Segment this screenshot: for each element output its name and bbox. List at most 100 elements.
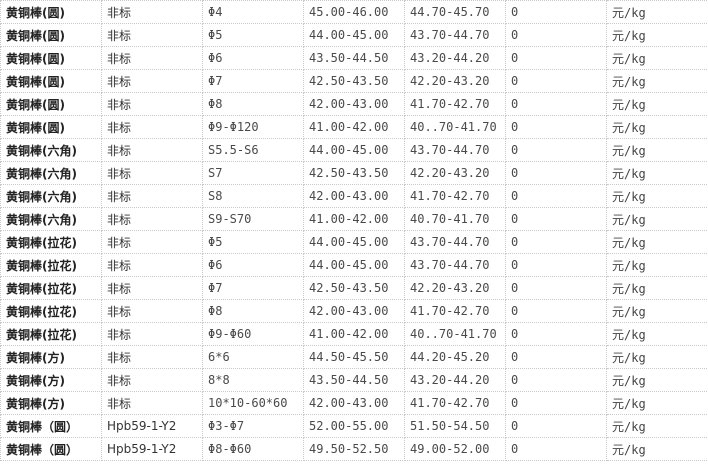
cell-change: 0 — [505, 414, 607, 438]
cell-unit: 元/kg — [606, 414, 708, 438]
cell-spec: 6*6 — [202, 345, 304, 369]
cell-price_range: 42.50-43.50 — [303, 161, 405, 185]
cell-price_range_2: 43.70-44.70 — [404, 253, 506, 277]
cell-price_range: 42.50-43.50 — [303, 69, 405, 93]
cell-change: 0 — [505, 46, 607, 70]
cell-change: 0 — [505, 368, 607, 392]
cell-price_range_2: 40..70-41.70 — [404, 322, 506, 346]
cell-price_range_2: 40..70-41.70 — [404, 115, 506, 139]
cell-product: 黄铜棒(圆) — [0, 69, 102, 93]
table-row: 黄铜棒(拉花) 非标 Φ5 44.00-45.00 43.70-44.70 0 元/kg — [0, 230, 708, 254]
cell-product: 黄铜棒(拉花) — [0, 230, 102, 254]
table-row: 黄铜棒（圆） Hpb59-1-Y2 Φ8-Φ60 49.50-52.50 49.00-5… — [0, 437, 708, 461]
table-row: 黄铜棒(六角) 非标 S5.5-S6 44.00-45.00 43.70-44.70 0 元… — [0, 138, 708, 162]
cell-product: 黄铜棒(方) — [0, 391, 102, 415]
cell-change: 0 — [505, 322, 607, 346]
cell-change: 0 — [505, 437, 607, 461]
cell-spec: Φ6 — [202, 253, 304, 277]
cell-change: 0 — [505, 391, 607, 415]
cell-change: 0 — [505, 138, 607, 162]
cell-price_range: 43.50-44.50 — [303, 368, 405, 392]
cell-product: 黄铜棒(圆) — [0, 23, 102, 47]
cell-change: 0 — [505, 276, 607, 300]
cell-price_range_2: 42.20-43.20 — [404, 69, 506, 93]
cell-product: 黄铜棒(方) — [0, 368, 102, 392]
cell-product: 黄铜棒(圆) — [0, 92, 102, 116]
cell-price_range_2: 44.20-45.20 — [404, 345, 506, 369]
cell-spec: S7 — [202, 161, 304, 185]
cell-product: 黄铜棒(拉花) — [0, 322, 102, 346]
cell-price_range: 44.00-45.00 — [303, 230, 405, 254]
cell-unit: 元/kg — [606, 299, 708, 323]
cell-spec: S8 — [202, 184, 304, 208]
cell-price_range: 44.00-45.00 — [303, 138, 405, 162]
table-row: 黄铜棒(六角) 非标 S8 42.00-43.00 41.70-42.70 0 元/kg — [0, 184, 708, 208]
cell-unit: 元/kg — [606, 115, 708, 139]
cell-grade: 非标 — [101, 46, 203, 70]
cell-spec: Φ5 — [202, 230, 304, 254]
cell-price_range_2: 51.50-54.50 — [404, 414, 506, 438]
cell-product: 黄铜棒(圆) — [0, 46, 102, 70]
cell-grade: Hpb59-1-Y2 — [101, 437, 203, 461]
cell-unit: 元/kg — [606, 230, 708, 254]
cell-price_range_2: 43.70-44.70 — [404, 138, 506, 162]
cell-product: 黄铜棒(方) — [0, 345, 102, 369]
cell-change: 0 — [505, 69, 607, 93]
cell-spec: 8*8 — [202, 368, 304, 392]
cell-product: 黄铜棒(拉花) — [0, 299, 102, 323]
cell-unit: 元/kg — [606, 345, 708, 369]
table-row: 黄铜棒(拉花) 非标 Φ6 44.00-45.00 43.70-44.70 0 元/kg — [0, 253, 708, 277]
cell-unit: 元/kg — [606, 391, 708, 415]
cell-unit: 元/kg — [606, 253, 708, 277]
cell-change: 0 — [505, 230, 607, 254]
table-row: 黄铜棒(圆) 非标 Φ7 42.50-43.50 42.20-43.20 0 元/kg — [0, 69, 708, 93]
cell-price_range_2: 43.20-44.20 — [404, 368, 506, 392]
cell-price_range: 42.50-43.50 — [303, 276, 405, 300]
cell-change: 0 — [505, 184, 607, 208]
cell-price_range: 42.00-43.00 — [303, 92, 405, 116]
cell-price_range: 44.00-45.00 — [303, 253, 405, 277]
cell-product: 黄铜棒(六角) — [0, 161, 102, 185]
cell-spec: Φ6 — [202, 46, 304, 70]
cell-product: 黄铜棒(拉花) — [0, 253, 102, 277]
cell-price_range_2: 41.70-42.70 — [404, 92, 506, 116]
cell-spec: Φ9-Φ120 — [202, 115, 304, 139]
cell-price_range_2: 42.20-43.20 — [404, 161, 506, 185]
cell-price_range: 41.00-42.00 — [303, 207, 405, 231]
table-row: 黄铜棒(六角) 非标 S7 42.50-43.50 42.20-43.20 0 元/kg — [0, 161, 708, 185]
cell-spec: Φ9-Φ60 — [202, 322, 304, 346]
cell-grade: 非标 — [101, 138, 203, 162]
cell-price_range_2: 49.00-52.00 — [404, 437, 506, 461]
cell-spec: Φ7 — [202, 69, 304, 93]
cell-unit: 元/kg — [606, 368, 708, 392]
cell-price_range_2: 44.70-45.70 — [404, 0, 506, 24]
cell-grade: 非标 — [101, 230, 203, 254]
cell-price_range_2: 41.70-42.70 — [404, 184, 506, 208]
cell-price_range: 42.00-43.00 — [303, 184, 405, 208]
table-row: 黄铜棒(六角) 非标 S9-S70 41.00-42.00 40.70-41.70 0 元/… — [0, 207, 708, 231]
cell-grade: 非标 — [101, 276, 203, 300]
cell-change: 0 — [505, 115, 607, 139]
cell-grade: 非标 — [101, 368, 203, 392]
cell-price_range: 45.00-46.00 — [303, 0, 405, 24]
cell-unit: 元/kg — [606, 69, 708, 93]
cell-product: 黄铜棒(拉花) — [0, 276, 102, 300]
cell-grade: 非标 — [101, 115, 203, 139]
cell-unit: 元/kg — [606, 23, 708, 47]
cell-price_range_2: 43.70-44.70 — [404, 230, 506, 254]
table-row: 黄铜棒(拉花) 非标 Φ9-Φ60 41.00-42.00 40..70-41.70 0 元… — [0, 322, 708, 346]
cell-unit: 元/kg — [606, 0, 708, 24]
cell-grade: 非标 — [101, 391, 203, 415]
cell-unit: 元/kg — [606, 138, 708, 162]
cell-spec: Φ8 — [202, 299, 304, 323]
cell-product: 黄铜棒（圆） — [0, 437, 102, 461]
cell-unit: 元/kg — [606, 161, 708, 185]
cell-change: 0 — [505, 0, 607, 24]
cell-change: 0 — [505, 299, 607, 323]
cell-price_range: 41.00-42.00 — [303, 322, 405, 346]
cell-price_range_2: 41.70-42.70 — [404, 299, 506, 323]
cell-grade: 非标 — [101, 207, 203, 231]
cell-grade: 非标 — [101, 184, 203, 208]
table-row: 黄铜棒（圆） Hpb59-1-Y2 Φ3-Φ7 52.00-55.00 51.50-54… — [0, 414, 708, 438]
